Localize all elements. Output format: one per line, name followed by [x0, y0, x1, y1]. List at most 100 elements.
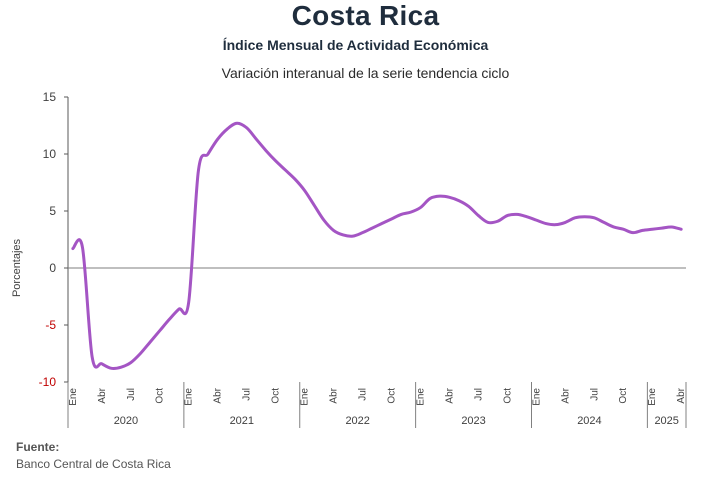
- data-point: [631, 231, 634, 234]
- source-text: Banco Central de Costa Rica: [16, 457, 171, 471]
- data-point: [245, 126, 248, 129]
- x-month-label: Ene: [531, 388, 542, 406]
- data-point: [207, 153, 210, 156]
- data-point: [264, 149, 267, 152]
- data-point: [274, 159, 277, 162]
- data-point: [255, 138, 258, 141]
- data-point: [322, 219, 325, 222]
- data-point: [91, 355, 94, 358]
- x-month-label: Jul: [126, 388, 137, 401]
- data-point: [477, 214, 480, 217]
- chart-subtitle: Índice Mensual de Actividad Económica: [222, 37, 489, 53]
- data-point: [226, 127, 229, 130]
- y-axis-label: Porcentajes: [11, 238, 23, 297]
- data-point: [380, 222, 383, 225]
- data-point: [342, 233, 345, 236]
- data-point: [554, 223, 557, 226]
- data-point: [400, 213, 403, 216]
- data-point: [448, 196, 451, 199]
- data-point: [197, 170, 200, 173]
- data-point: [139, 352, 142, 355]
- data-point: [100, 362, 103, 365]
- x-month-label: Oct: [502, 388, 513, 404]
- data-point: [583, 215, 586, 218]
- x-year-label: 2023: [461, 415, 485, 427]
- x-month-label: Ene: [415, 388, 426, 406]
- data-point: [303, 189, 306, 192]
- data-point: [351, 235, 354, 238]
- data-point: [593, 216, 596, 219]
- x-year-label: 2022: [345, 415, 369, 427]
- x-month-label: Abr: [676, 387, 687, 403]
- data-point: [178, 308, 181, 311]
- data-point: [187, 301, 190, 304]
- data-point: [409, 211, 412, 214]
- data-point: [149, 341, 152, 344]
- series-line: [71, 121, 683, 371]
- data-point: [71, 247, 74, 250]
- data-point: [419, 206, 422, 209]
- x-month-label: Jul: [473, 388, 484, 401]
- data-point: [467, 205, 470, 208]
- data-point: [525, 215, 528, 218]
- data-point: [313, 204, 316, 207]
- data-point: [516, 213, 519, 216]
- data-point: [622, 228, 625, 231]
- x-month-label: Abr: [213, 387, 224, 403]
- y-tick-label: 10: [43, 147, 57, 161]
- y-tick-label: 15: [43, 90, 57, 104]
- x-month-label: Abr: [444, 387, 455, 403]
- x-month-label: Ene: [68, 388, 79, 406]
- x-month-label: Abr: [97, 387, 108, 403]
- source-label: Fuente:: [16, 440, 60, 454]
- data-point: [235, 122, 238, 125]
- x-year-label: 2024: [577, 415, 601, 427]
- x-month-label: Oct: [155, 388, 166, 404]
- x-month-label: Oct: [386, 388, 397, 404]
- y-tick-label: 5: [49, 204, 56, 218]
- x-month-label: Ene: [300, 388, 311, 406]
- y-tick-label: -5: [45, 318, 56, 332]
- data-point: [544, 222, 547, 225]
- x-month-label: Abr: [329, 387, 340, 403]
- x-month-label: Ene: [184, 388, 195, 406]
- x-year-label: 2025: [654, 415, 678, 427]
- data-point: [651, 228, 654, 231]
- data-point: [641, 229, 644, 232]
- data-point: [602, 221, 605, 224]
- data-point: [361, 231, 364, 234]
- data-point: [535, 219, 538, 222]
- x-month-label: Jul: [358, 388, 369, 401]
- data-point: [129, 361, 132, 364]
- y-tick-label: -10: [39, 375, 57, 389]
- data-point: [438, 195, 441, 198]
- data-point: [506, 214, 509, 217]
- chart-description: Variación interanual de la serie tendenc…: [221, 65, 510, 81]
- x-month-label: Oct: [271, 388, 282, 404]
- data-point: [564, 221, 567, 224]
- x-month-label: Abr: [560, 387, 571, 403]
- x-year-label: 2020: [114, 415, 138, 427]
- y-tick-label: 0: [49, 261, 56, 275]
- data-point: [429, 197, 432, 200]
- data-point: [660, 227, 663, 230]
- data-point: [670, 225, 673, 228]
- data-point: [110, 367, 113, 370]
- data-point: [168, 318, 171, 321]
- data-point: [371, 227, 374, 230]
- data-point: [496, 220, 499, 223]
- data-point: [680, 228, 683, 231]
- data-point: [293, 178, 296, 181]
- x-year-label: 2021: [230, 415, 254, 427]
- data-point: [284, 168, 287, 171]
- data-point: [216, 138, 219, 141]
- data-point: [390, 217, 393, 220]
- data-point: [332, 229, 335, 232]
- data-point: [120, 366, 123, 369]
- data-point: [487, 221, 490, 224]
- data-point: [158, 329, 161, 332]
- chart-title: Costa Rica: [291, 0, 440, 31]
- data-point: [573, 216, 576, 219]
- x-month-label: Jul: [242, 388, 253, 401]
